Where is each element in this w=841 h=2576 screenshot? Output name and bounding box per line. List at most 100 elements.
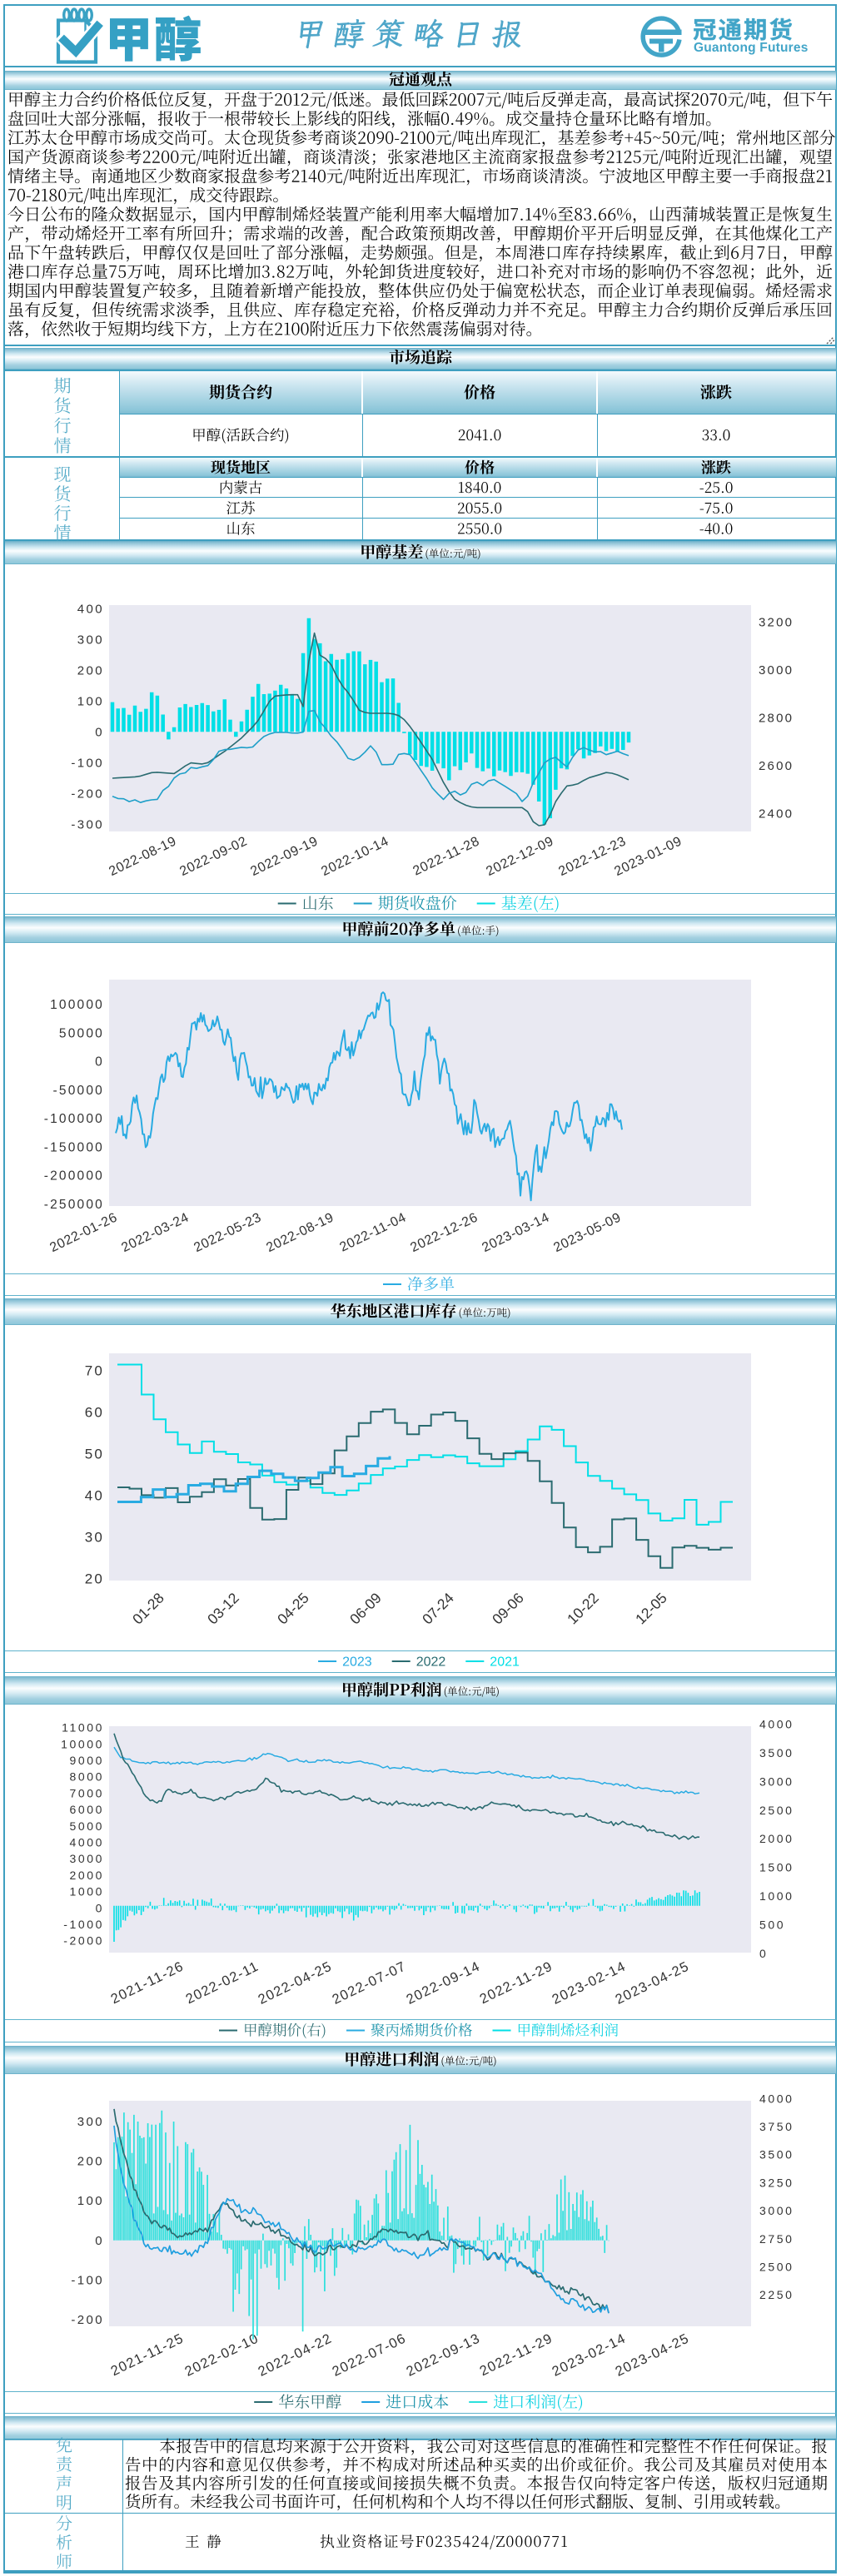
svg-text:2600: 2600 [759,759,794,773]
svg-text:2022-07-06: 2022-07-06 [330,2330,409,2379]
svg-text:2022-12-09: 2022-12-09 [484,834,555,879]
svg-text:2022-01-26: 2022-01-26 [47,1210,119,1255]
svg-text:2022-11-29: 2022-11-29 [477,1958,555,2007]
svg-text:2250: 2250 [759,2288,794,2301]
svg-text:200: 200 [77,2155,104,2169]
svg-text:60: 60 [85,1405,104,1421]
svg-text:-100: -100 [71,2273,104,2287]
svg-text:2022-12-26: 2022-12-26 [408,1210,480,1255]
svg-text:2022-09-13: 2022-09-13 [404,2330,483,2379]
svg-text:1000: 1000 [69,1885,104,1898]
svg-text:-2000: -2000 [63,1934,104,1948]
svg-text:12-05: 12-05 [632,1590,670,1628]
svg-text:300: 300 [77,633,104,647]
svg-text:2023-03-14: 2023-03-14 [480,1210,551,1255]
svg-text:2000: 2000 [759,1832,794,1845]
svg-text:4000: 4000 [759,2092,794,2105]
svg-text:2800: 2800 [759,712,794,726]
svg-text:10000: 10000 [61,1737,104,1750]
svg-text:3750: 3750 [759,2120,794,2133]
svg-text:2022-04-22: 2022-04-22 [256,2330,335,2379]
svg-text:11000: 11000 [62,1721,104,1735]
svg-text:2400: 2400 [759,807,794,821]
svg-text:3000: 3000 [759,663,794,678]
svg-text:2500: 2500 [759,2261,794,2274]
svg-text:-300: -300 [71,818,104,832]
svg-text:100: 100 [77,695,104,709]
svg-text:-100: -100 [71,757,104,771]
svg-text:2022-09-14: 2022-09-14 [404,1958,483,2007]
svg-text:2022-10-14: 2022-10-14 [319,834,391,879]
svg-text:2022-03-24: 2022-03-24 [119,1210,191,1255]
svg-text:3500: 3500 [759,1746,794,1760]
svg-text:400: 400 [77,602,104,616]
svg-text:3250: 3250 [759,2176,794,2189]
svg-text:09-06: 09-06 [489,1590,527,1628]
svg-text:2022-08-19: 2022-08-19 [107,834,178,879]
svg-text:100000: 100000 [50,998,104,1012]
svg-text:20: 20 [85,1571,104,1587]
svg-text:2022-08-19: 2022-08-19 [264,1210,336,1255]
svg-text:70: 70 [85,1363,104,1379]
svg-text:2021: 2021 [490,1655,520,1670]
svg-text:3500: 3500 [759,2148,794,2162]
svg-text:2022: 2022 [416,1655,446,1670]
svg-text:-250000: -250000 [44,1198,104,1212]
svg-text:2022-09-02: 2022-09-02 [177,834,249,879]
svg-text:2022-07-07: 2022-07-07 [330,1958,409,2007]
svg-text:03-12: 03-12 [204,1590,242,1628]
svg-text:01-28: 01-28 [129,1590,167,1628]
svg-text:2023-05-09: 2023-05-09 [551,1210,623,1255]
svg-text:-200000: -200000 [44,1169,104,1184]
svg-text:-1000: -1000 [63,1918,104,1931]
svg-text:40: 40 [85,1488,104,1504]
svg-text:2023: 2023 [342,1655,372,1670]
svg-text:0: 0 [95,2234,104,2248]
svg-text:2022-02-10: 2022-02-10 [182,2330,261,2379]
svg-text:-100000: -100000 [44,1112,104,1126]
svg-text:-200: -200 [71,787,104,802]
svg-text:1500: 1500 [759,1861,794,1874]
svg-text:50: 50 [85,1447,104,1462]
svg-text:3000: 3000 [759,2204,794,2217]
svg-text:-50000: -50000 [53,1084,104,1098]
svg-text:0: 0 [96,1901,104,1914]
svg-text:2022-11-04: 2022-11-04 [337,1210,408,1254]
svg-text:07-24: 07-24 [419,1590,457,1628]
svg-text:0: 0 [95,726,104,740]
svg-text:10-22: 10-22 [564,1590,602,1628]
svg-text:500: 500 [759,1918,785,1931]
svg-text:6000: 6000 [69,1803,104,1816]
svg-text:0: 0 [759,1947,768,1960]
svg-text:9000: 9000 [69,1754,104,1767]
svg-text:06-09: 06-09 [346,1590,385,1628]
svg-text:200: 200 [77,664,104,678]
svg-text:1000: 1000 [759,1889,794,1903]
svg-text:2021-11-26: 2021-11-26 [108,1958,186,2007]
svg-text:50000: 50000 [59,1026,104,1040]
svg-text:7000: 7000 [69,1786,104,1799]
svg-text:0: 0 [95,1055,104,1070]
svg-text:2022-02-11: 2022-02-11 [183,1958,261,2007]
svg-text:5000: 5000 [69,1819,104,1833]
svg-text:300: 300 [77,2115,104,2129]
svg-text:4000: 4000 [69,1836,104,1849]
svg-text:2022-09-19: 2022-09-19 [248,834,320,879]
svg-text:100: 100 [77,2194,104,2208]
svg-text:3000: 3000 [69,1852,104,1865]
svg-text:Guantong Futures: Guantong Futures [694,41,809,55]
svg-text:2750: 2750 [759,2232,794,2246]
svg-text:-150000: -150000 [44,1140,104,1154]
svg-text:30: 30 [85,1530,104,1546]
svg-text:2022-05-23: 2022-05-23 [192,1210,263,1255]
svg-text:2022-11-28: 2022-11-28 [411,834,481,878]
svg-text:4000: 4000 [759,1718,794,1731]
svg-text:8000: 8000 [69,1770,104,1784]
svg-text:2000: 2000 [69,1869,104,1882]
svg-text:2500: 2500 [759,1804,794,1817]
svg-text:-200: -200 [71,2313,104,2327]
svg-text:2022-04-25: 2022-04-25 [256,1958,335,2007]
svg-text:04-25: 04-25 [274,1590,312,1628]
svg-text:3200: 3200 [759,616,794,630]
svg-text:2022-11-29: 2022-11-29 [477,2330,555,2379]
